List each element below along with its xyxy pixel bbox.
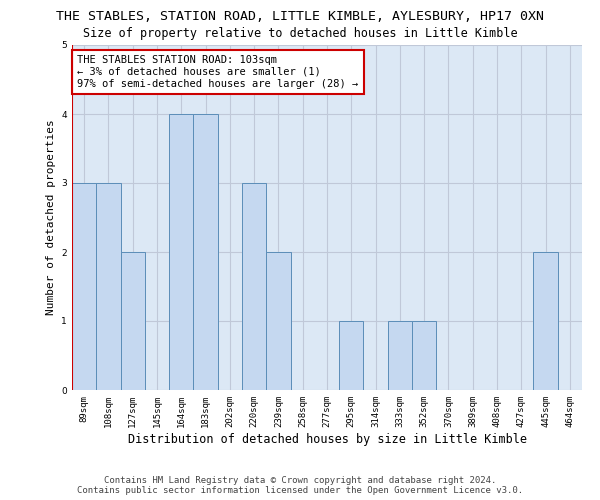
Text: Size of property relative to detached houses in Little Kimble: Size of property relative to detached ho… (83, 28, 517, 40)
Bar (96, 183, 121, 390)
Bar (339, 321, 364, 390)
Bar (533, 252, 558, 390)
Text: THE STABLES, STATION ROAD, LITTLE KIMBLE, AYLESBURY, HP17 0XN: THE STABLES, STATION ROAD, LITTLE KIMBLE… (56, 10, 544, 23)
X-axis label: Distribution of detached houses by size in Little Kimble: Distribution of detached houses by size … (128, 432, 527, 446)
Y-axis label: Number of detached properties: Number of detached properties (46, 120, 56, 316)
Bar (266, 252, 290, 390)
Bar (121, 252, 145, 390)
Bar (72, 183, 96, 390)
Bar (169, 114, 193, 390)
Bar (412, 321, 436, 390)
Text: Contains HM Land Registry data © Crown copyright and database right 2024.
Contai: Contains HM Land Registry data © Crown c… (77, 476, 523, 495)
Text: THE STABLES STATION ROAD: 103sqm
← 3% of detached houses are smaller (1)
97% of : THE STABLES STATION ROAD: 103sqm ← 3% of… (77, 56, 358, 88)
Bar (242, 183, 266, 390)
Bar (388, 321, 412, 390)
Bar (193, 114, 218, 390)
